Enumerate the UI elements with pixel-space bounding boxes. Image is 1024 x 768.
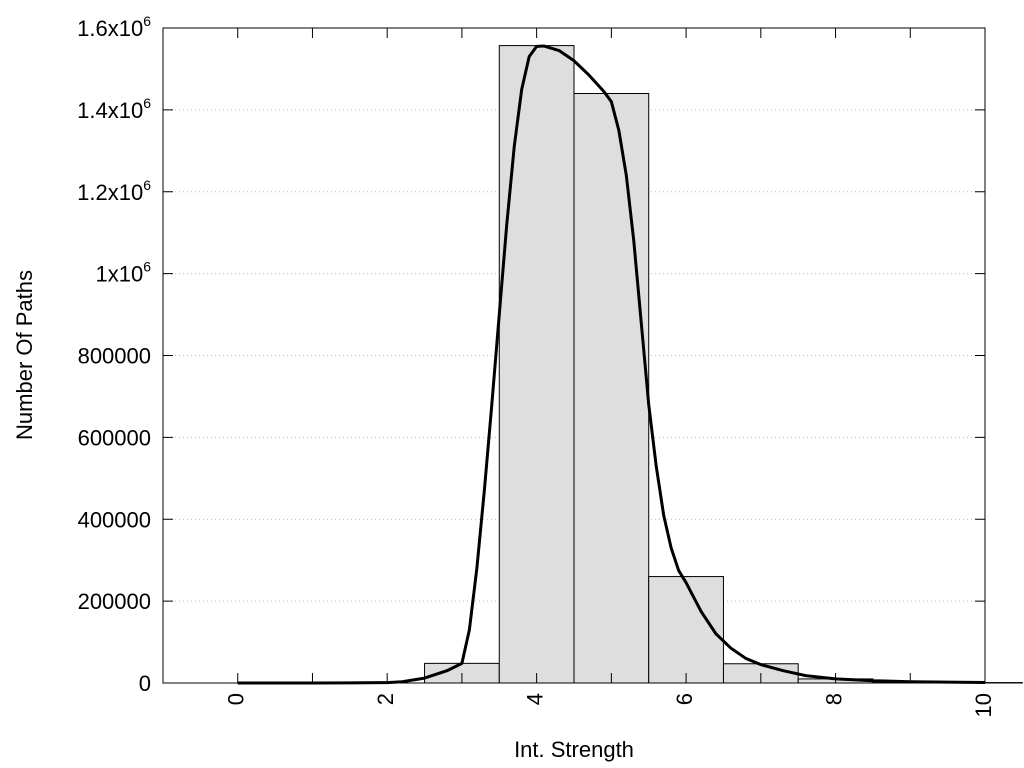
y-tick-label: 0 [139,671,151,696]
fit-curve [237,44,986,685]
y-tick-label-exponent: 6 [143,13,151,29]
x-tick-label: 6 [672,693,697,705]
y-tick-label-base: 1.4x10 [77,98,143,123]
histogram-bar [648,576,724,684]
y-axis-ticks: 02000004000006000008000001x1061.2x1061.4… [77,13,985,696]
grid-lines [163,109,985,602]
y-tick-label: 200000 [78,589,151,614]
y-tick-label-base: 0 [139,671,151,696]
y-tick-label-base: 1x10 [95,262,143,287]
y-tick-label: 1.2x106 [77,177,151,205]
y-tick-label: 1.6x106 [77,13,151,41]
y-tick-label-base: 600000 [78,425,151,450]
y-tick-label: 800000 [78,344,151,369]
bars [199,45,1023,684]
fit-curve-layer [237,44,986,685]
y-tick-label-exponent: 6 [143,95,151,111]
histogram-bar [573,93,650,684]
y-tick-label: 400000 [78,507,151,532]
histogram-bar [498,45,575,684]
y-tick-label: 1.4x106 [77,95,151,123]
y-tick-label-base: 1.6x10 [77,16,143,41]
x-tick-label: 4 [522,693,547,705]
y-tick-label-base: 200000 [78,589,151,614]
y-tick-label: 600000 [78,425,151,450]
x-tick-label: 8 [821,693,846,705]
x-tick-label: 2 [373,693,398,705]
y-tick-label-exponent: 6 [143,259,151,275]
y-tick-label-base: 800000 [78,344,151,369]
y-tick-label-exponent: 6 [143,177,151,193]
y-axis-label: Number Of Paths [12,270,37,440]
y-tick-label-base: 1.2x10 [77,180,143,205]
x-axis-label: Int. Strength [514,737,634,762]
y-tick-label: 1x106 [95,259,151,287]
x-axis-ticks: 0 2 4 6 8 10 [224,28,996,717]
x-tick-label: 10 [971,693,996,717]
y-tick-label-base: 400000 [78,507,151,532]
x-tick-label: 0 [224,693,249,705]
